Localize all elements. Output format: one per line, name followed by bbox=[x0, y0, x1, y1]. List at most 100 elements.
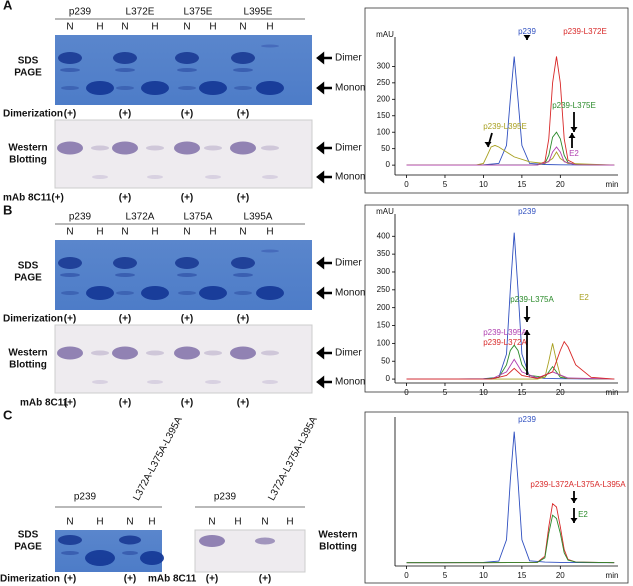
gel-band bbox=[119, 535, 141, 545]
lane-mark: N bbox=[239, 22, 246, 33]
gel-band bbox=[57, 141, 83, 155]
lane-mark: N bbox=[208, 517, 215, 528]
sign: (+) bbox=[119, 398, 132, 409]
peak-arrowhead bbox=[570, 518, 578, 523]
y-tick-label: 300 bbox=[377, 62, 391, 71]
sign: (+) bbox=[181, 193, 194, 204]
band-label: Dimer bbox=[335, 348, 362, 359]
lane-mark: N bbox=[183, 22, 190, 33]
gel-band bbox=[115, 273, 135, 277]
peak-label: p239-L375E bbox=[552, 101, 596, 110]
chromatogram-line bbox=[406, 146, 615, 166]
panel-label: A bbox=[3, 0, 13, 12]
gel-band bbox=[141, 81, 169, 95]
gel-band bbox=[116, 291, 134, 295]
gel-band bbox=[199, 286, 227, 300]
lane-label: L395A bbox=[244, 212, 273, 223]
blot-label: Blotting bbox=[319, 542, 357, 553]
lane-mark: H bbox=[209, 22, 216, 33]
gel-band bbox=[146, 350, 164, 356]
sign: (+) bbox=[124, 574, 137, 585]
gel-label: SDS bbox=[18, 530, 39, 541]
sign: (+) bbox=[181, 398, 194, 409]
gel-band bbox=[231, 257, 255, 269]
lane-mark: N bbox=[66, 227, 73, 238]
y-axis-label: mAU bbox=[376, 30, 394, 39]
gel-band bbox=[199, 535, 225, 547]
x-tick-label: 10 bbox=[479, 180, 488, 189]
lane-mark: N bbox=[261, 517, 268, 528]
sign: (+) bbox=[259, 574, 272, 585]
gel-band bbox=[175, 52, 199, 64]
gel-band bbox=[261, 44, 279, 48]
gel-band bbox=[113, 52, 137, 64]
lane-mark: H bbox=[151, 22, 158, 33]
peak-arrowhead bbox=[484, 142, 492, 147]
gel-band bbox=[147, 380, 163, 384]
gel-band bbox=[141, 286, 169, 300]
gel-band bbox=[256, 81, 284, 95]
y-tick-label: 100 bbox=[377, 127, 391, 136]
gel-band bbox=[58, 535, 82, 545]
blot-label: Blotting bbox=[9, 360, 47, 371]
y-axis-label: mAU bbox=[376, 207, 394, 216]
sign: (+) bbox=[64, 314, 77, 325]
peak-arrowhead bbox=[523, 317, 531, 322]
peak-label: E2 bbox=[569, 149, 579, 158]
y-tick-label: 250 bbox=[377, 285, 391, 294]
lane-mark: N bbox=[239, 227, 246, 238]
arrow bbox=[316, 286, 332, 300]
gel-band bbox=[91, 350, 109, 356]
lane-label: p239 bbox=[69, 212, 92, 223]
lane-label: L372A bbox=[126, 212, 155, 223]
gel-band bbox=[233, 273, 253, 277]
gel-band bbox=[57, 346, 83, 360]
y-tick-label: 150 bbox=[377, 111, 391, 120]
y-tick-label: 150 bbox=[377, 321, 391, 330]
gel-label: SDS bbox=[18, 56, 39, 67]
row-label: mAb 8C11(+) bbox=[3, 193, 64, 204]
peak-label: p239-L375A bbox=[510, 295, 554, 304]
peak-label: p239 bbox=[518, 27, 536, 36]
gel-band bbox=[61, 86, 79, 90]
gel-band bbox=[204, 350, 222, 356]
sign: (+) bbox=[64, 398, 77, 409]
gel-band bbox=[177, 273, 197, 277]
lane-mark: H bbox=[266, 227, 273, 238]
lane-label: p239 bbox=[214, 492, 237, 503]
gel-band bbox=[146, 145, 164, 151]
gel-band bbox=[174, 141, 200, 155]
gel-band bbox=[58, 52, 82, 64]
lane-mark: H bbox=[96, 517, 103, 528]
gel-band bbox=[178, 291, 196, 295]
lane-label: L375A bbox=[184, 212, 213, 223]
x-tick-label: 20 bbox=[556, 388, 565, 397]
y-tick-label: 250 bbox=[377, 78, 391, 87]
sign: (+) bbox=[181, 109, 194, 120]
peak-label: p239 bbox=[518, 207, 536, 216]
chart-frame bbox=[364, 411, 629, 584]
blot-label: Western bbox=[8, 143, 47, 154]
lane-label: L372E bbox=[126, 7, 155, 18]
gel-label: SDS bbox=[18, 261, 39, 272]
band-label: Dimer bbox=[335, 53, 362, 64]
band-label: Dimer bbox=[335, 143, 362, 154]
peak-label: p239-L395E bbox=[483, 122, 527, 131]
gel-band bbox=[112, 141, 138, 155]
gel-band bbox=[60, 68, 80, 72]
x-tick-label: 10 bbox=[479, 388, 488, 397]
arrow bbox=[316, 170, 332, 184]
gel-band bbox=[233, 68, 253, 72]
gel-band bbox=[92, 175, 108, 179]
gel-band bbox=[261, 350, 279, 356]
gel-band bbox=[205, 380, 221, 384]
y-tick-label: 0 bbox=[386, 160, 391, 169]
gel-band bbox=[85, 550, 115, 566]
gel-band bbox=[175, 257, 199, 269]
gel-band bbox=[205, 175, 221, 179]
gel-band bbox=[230, 346, 256, 360]
gel-band bbox=[262, 175, 278, 179]
sign: (+) bbox=[64, 109, 77, 120]
sign: (+) bbox=[119, 193, 132, 204]
band-label: Monomer bbox=[335, 377, 378, 388]
